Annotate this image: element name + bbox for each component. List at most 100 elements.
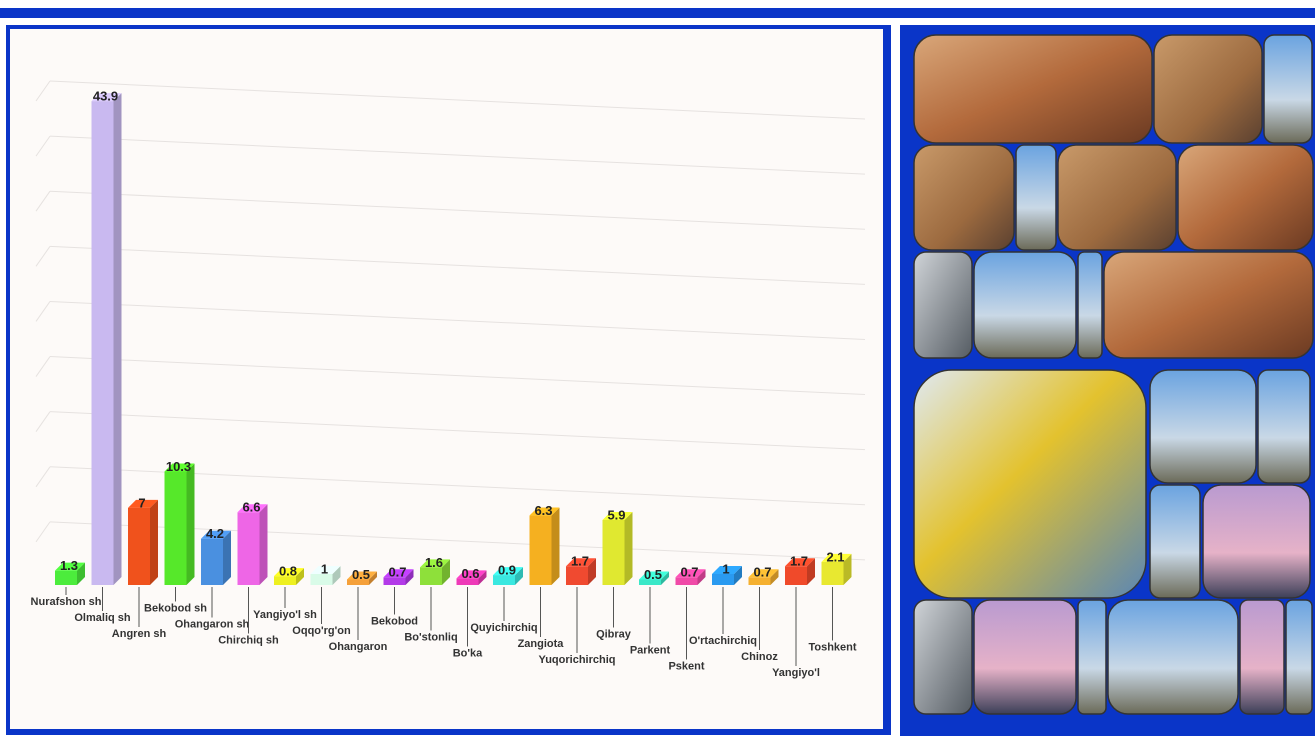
value-label: 1.7 [571, 554, 589, 569]
category-label: O'rtachirchiq [689, 635, 757, 647]
grid-line [35, 246, 51, 267]
value-label: 0.7 [753, 565, 771, 580]
bar-side [661, 571, 669, 585]
photo [1077, 251, 1103, 359]
bar [201, 538, 223, 585]
category-label: Toshkent [808, 641, 856, 653]
grid-line [35, 135, 51, 157]
value-label: 0.7 [680, 565, 698, 580]
photo [1149, 369, 1257, 484]
bar-top [566, 558, 596, 567]
bar [55, 570, 77, 585]
grid-line [49, 190, 866, 230]
category-label: Yangiyo'l [772, 667, 820, 679]
bar-top [55, 562, 85, 571]
grid-line [49, 135, 866, 175]
grid-line [49, 300, 866, 340]
photo [973, 599, 1077, 715]
bar-top [420, 559, 450, 568]
value-label: 10.3 [166, 459, 191, 474]
category-label: Bo'stonliq [404, 631, 457, 643]
grid-line [35, 466, 51, 488]
bar [675, 577, 698, 585]
bar-top [529, 507, 560, 516]
bar-side [296, 568, 304, 585]
value-label: 1.3 [60, 558, 78, 573]
photo-panel [900, 25, 1315, 736]
bar [310, 573, 333, 585]
photo [1285, 599, 1313, 715]
bar-side [150, 499, 158, 585]
photo [913, 369, 1147, 599]
category-label: Quyichirchiq [470, 622, 537, 634]
bar-side [478, 570, 487, 585]
bar [128, 507, 150, 585]
bar-side [259, 504, 268, 585]
category-label: Bo'ka [453, 647, 483, 659]
bar-side [734, 565, 742, 585]
category-label: Yuqorichirchiq [538, 654, 615, 666]
bar-top [456, 570, 487, 579]
bar-side [551, 507, 560, 585]
photo [973, 251, 1077, 359]
photo-collage [913, 34, 1314, 715]
category-label: Chinoz [741, 651, 778, 663]
photo [1107, 599, 1239, 715]
bar [712, 573, 734, 585]
category-label: Pskent [668, 660, 704, 672]
photo [913, 34, 1153, 144]
bar [821, 561, 844, 585]
photo [1263, 34, 1313, 144]
bar-side [442, 559, 450, 585]
category-label: Qibray [596, 628, 632, 640]
value-label: 43.9 [93, 89, 118, 104]
bar-side [405, 569, 414, 585]
value-label: 0.7 [388, 565, 406, 580]
grid-line [35, 411, 51, 432]
bar [748, 577, 771, 585]
bar-top [274, 568, 304, 577]
bar [91, 101, 114, 585]
bar-side [843, 553, 852, 585]
bar-side [624, 511, 633, 585]
chart-panel: 1.3 Nurafshon sh 43.9 Olmaliq sh 7 Angren sh 1… [6, 25, 891, 735]
category-label: Ohangaron sh [175, 618, 250, 630]
value-label: 4.2 [206, 526, 224, 541]
bar [456, 578, 479, 585]
bar [493, 575, 515, 585]
grid-line [49, 80, 866, 120]
bar-top [493, 567, 523, 576]
category-label: Oqqo'rg'on [292, 625, 351, 637]
category-label: Nurafshon sh [31, 596, 102, 608]
photo [913, 599, 973, 715]
bar-top [164, 463, 195, 472]
value-label: 6.3 [534, 503, 552, 518]
bar-top [347, 571, 377, 580]
bar-side [223, 530, 231, 585]
bar-top [821, 553, 852, 562]
bar [274, 576, 296, 585]
bar-top [602, 511, 633, 520]
grid-line [49, 411, 866, 451]
bar-side [588, 558, 596, 585]
photo [1153, 34, 1263, 144]
category-label: Zangiota [518, 638, 565, 650]
value-label: 0.5 [352, 567, 370, 582]
photo [1239, 599, 1285, 715]
bar-top [639, 571, 669, 580]
category-label: Parkent [630, 644, 671, 656]
bar-top [383, 569, 414, 578]
value-label: 1 [722, 561, 729, 576]
bar [347, 579, 369, 585]
bar-side [113, 93, 122, 585]
photo [1257, 369, 1311, 484]
category-label: Angren sh [112, 628, 167, 640]
bar [383, 577, 406, 585]
bar [164, 471, 187, 585]
bar [237, 512, 260, 585]
chart: 1.3 Nurafshon sh 43.9 Olmaliq sh 7 Angren sh 1… [31, 80, 866, 679]
grid-line [35, 190, 51, 212]
value-label: 1.6 [425, 555, 443, 570]
bar [639, 579, 661, 585]
